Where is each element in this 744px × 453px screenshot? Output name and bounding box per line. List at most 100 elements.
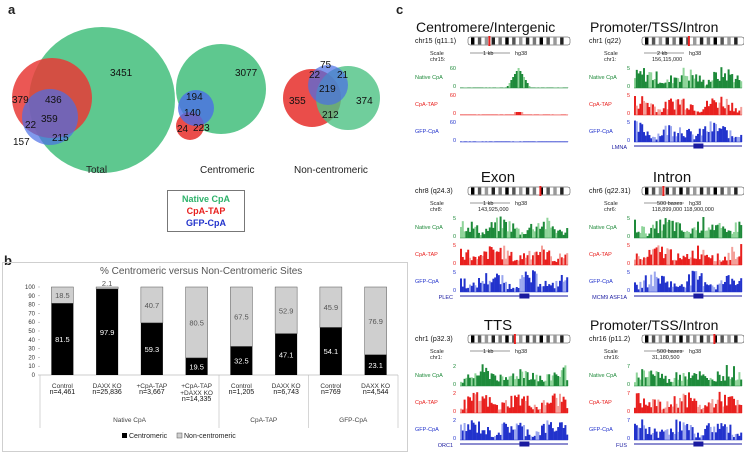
bar-label-centromeric: 97.9 [100, 328, 115, 337]
signal-bar [523, 277, 525, 292]
signal-bar [553, 229, 556, 238]
signal-bar [731, 136, 734, 142]
signal-bar [541, 226, 543, 238]
signal-bar [485, 395, 488, 413]
signal-bar [648, 135, 651, 142]
signal-bar [698, 404, 701, 413]
signal-bar [736, 136, 739, 142]
signal-bar [700, 375, 703, 386]
signal-bar [505, 377, 507, 386]
signal-bar [635, 232, 638, 238]
signal-bar [733, 137, 735, 142]
signal-bar [686, 379, 689, 386]
signal-bar [483, 372, 486, 386]
track-ymax: 5 [627, 243, 630, 249]
signal-bar [483, 234, 486, 238]
signal-bar [542, 400, 545, 413]
signal-bar [734, 434, 737, 440]
ideogram-band [525, 187, 530, 195]
venn-total-native-gfp: 215 [52, 133, 69, 144]
signal-bar [490, 141, 493, 142]
signal-bar [537, 141, 540, 142]
signal-bar [738, 404, 741, 413]
signal-bar [460, 424, 462, 440]
signal-bar [691, 250, 694, 265]
signal-bar [698, 276, 701, 292]
signal-bar [707, 285, 710, 292]
signal-bar [722, 426, 725, 440]
signal-bar [514, 141, 516, 142]
signal-bar [655, 406, 658, 413]
signal-bar [501, 376, 504, 386]
signal-bar [494, 404, 497, 413]
signal-bar [496, 217, 498, 238]
signal-bar [478, 232, 480, 238]
venn-total-native-only: 3451 [110, 68, 133, 79]
signal-bar [698, 75, 701, 88]
signal-bar [474, 424, 477, 440]
signal-bar [706, 284, 708, 292]
signal-bar [734, 78, 737, 88]
signal-bar [679, 374, 681, 386]
signal-bar [702, 79, 705, 88]
signal-bar [523, 396, 525, 413]
signal-bar [711, 432, 714, 440]
signal-bar [641, 74, 644, 88]
chrom-position-label: chr1: [430, 355, 443, 361]
signal-bar [519, 234, 522, 238]
ideogram-band [727, 187, 731, 195]
signal-bar [503, 245, 506, 265]
signal-bar [734, 258, 737, 265]
signal-bar [503, 380, 506, 386]
signal-bar [544, 432, 547, 440]
signal-bar [559, 280, 561, 292]
signal-bar [488, 379, 491, 386]
signal-bar [716, 78, 719, 88]
track-ymax: 5 [627, 120, 630, 126]
signal-bar [666, 109, 669, 115]
signal-bar [670, 126, 672, 142]
signal-bar [725, 130, 728, 142]
signal-bar [548, 284, 551, 292]
signal-bar [718, 374, 721, 386]
signal-bar [650, 434, 653, 440]
signal-bar [688, 128, 690, 142]
signal-bar [548, 424, 551, 440]
gene-exon [519, 293, 530, 299]
ideogram-band [491, 37, 495, 45]
signal-bar [635, 284, 638, 292]
scale-size: 1 kb [483, 349, 493, 355]
signal-bar [641, 369, 644, 386]
signal-bar [515, 71, 518, 88]
bar-label-noncentromeric: 45.9 [324, 303, 339, 312]
signal-bar [467, 141, 470, 142]
chrom-position-label: chr6: [604, 207, 617, 213]
bar-label-centromeric: 47.1 [279, 350, 294, 359]
signal-bar [469, 429, 471, 440]
y-tick-label: 90 [28, 294, 35, 300]
signal-bar [707, 402, 710, 413]
ideogram-band [505, 335, 509, 343]
ideogram-band [560, 335, 564, 343]
ideogram-band [484, 335, 489, 343]
signal-bar [634, 78, 636, 88]
ideogram-band [693, 335, 697, 343]
signal-bar [729, 396, 732, 413]
signal-bar [646, 377, 649, 386]
signal-bar [566, 228, 569, 238]
signal-bar [662, 431, 665, 440]
signal-bar [706, 131, 708, 142]
signal-bar [517, 394, 520, 413]
signal-bar [467, 227, 470, 238]
signal-bar [508, 376, 511, 386]
signal-bar [704, 230, 707, 238]
signal-bar [564, 280, 567, 292]
signal-bar [727, 69, 730, 88]
signal-bar [485, 273, 488, 292]
signal-bar [716, 253, 719, 265]
bar-centromeric [275, 333, 298, 375]
signal-bar [713, 381, 716, 386]
signal-bar [548, 374, 551, 386]
signal-bar [682, 255, 685, 265]
signal-bar [686, 230, 689, 238]
